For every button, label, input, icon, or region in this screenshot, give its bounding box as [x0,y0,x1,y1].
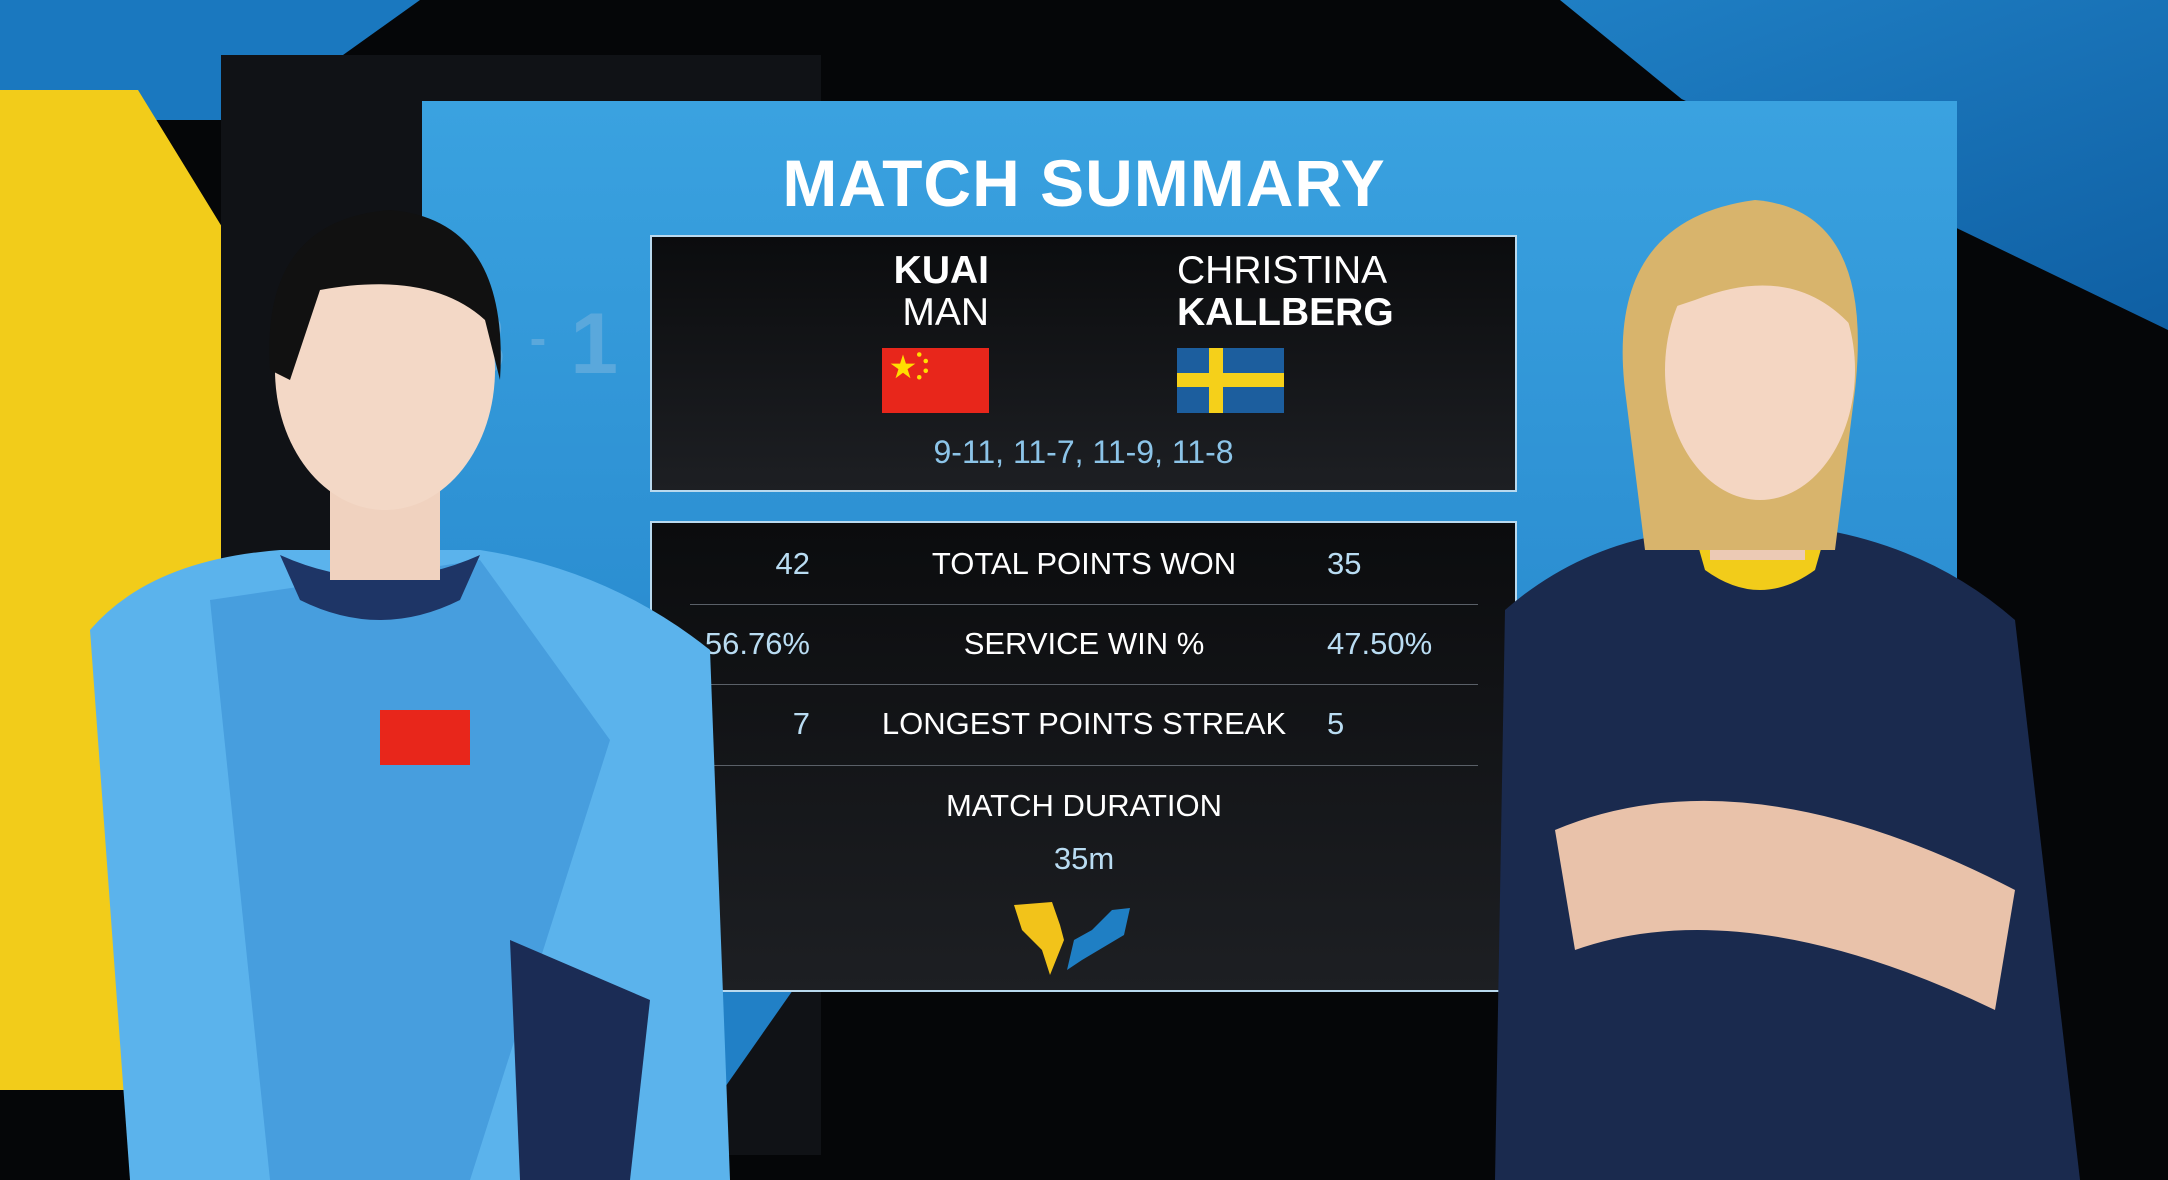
stats-box [650,521,1517,992]
player1-last-name: MAN [902,291,989,334]
player2-stat-value: 47.50% [1327,626,1433,661]
page-title: MATCH SUMMARY [782,146,1386,220]
stat-row-service-win: 56.76% SERVICE WIN % 47.50% [650,626,1517,686]
game-scores: 9-11, 11-7, 11-9, 11-8 [933,434,1234,470]
stat-row-total-points: 42 TOTAL POINTS WON 35 [650,546,1517,606]
score-box [650,235,1517,492]
player2-photo [1495,190,2085,1180]
china-flag-icon [882,348,989,413]
score-separator: - [529,310,547,366]
player2-last-name: KALLBERG [1177,291,1394,334]
duration-label: MATCH DURATION [945,788,1223,823]
player1-stat-value: 42 [775,546,810,581]
stat-label: SERVICE WIN % [963,626,1205,661]
player2-stat-value: 5 [1327,706,1345,741]
player2-score: 1 [570,296,619,392]
stat-label: LONGEST POINTS STREAK [881,706,1287,741]
player1-photo [90,180,730,1180]
duration-value: 35m [1053,841,1115,876]
divider [690,604,1478,605]
player2-stat-value: 35 [1327,546,1362,581]
player1-stat-value: 56.76% [704,626,810,661]
wtt-logo-icon [1012,900,1162,985]
player2-first-name: CHRISTINA [1177,249,1388,292]
divider [690,684,1478,685]
player1-stat-value: 7 [792,706,810,741]
divider [690,765,1478,766]
stat-row-longest-streak: 7 LONGEST POINTS STREAK 5 [650,706,1517,766]
stat-label: TOTAL POINTS WON [931,546,1237,581]
player1-first-name: KUAI [893,249,989,292]
sweden-flag-icon [1177,348,1284,413]
